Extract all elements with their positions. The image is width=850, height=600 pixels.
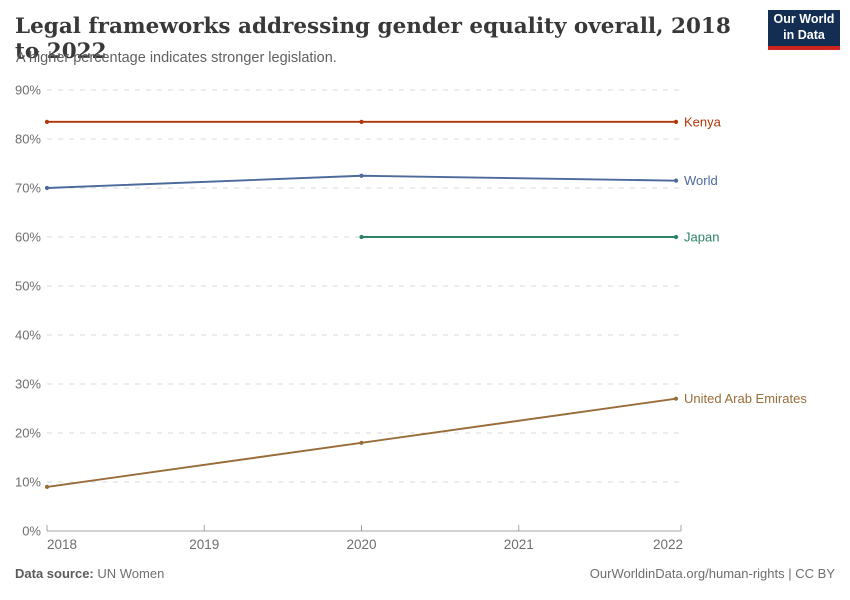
y-axis-tick-label: 20% — [15, 426, 41, 441]
chart-subtitle: A higher percentage indicates stronger l… — [16, 50, 337, 66]
series-label-world[interactable]: World — [684, 173, 718, 188]
series-label-japan[interactable]: Japan — [684, 230, 719, 245]
series-point-japan[interactable] — [359, 234, 364, 240]
y-axis-tick-label: 10% — [15, 475, 41, 490]
series-label-kenya[interactable]: Kenya — [684, 114, 722, 129]
series-point-united-arab-emirates[interactable] — [673, 396, 679, 401]
series-point-world[interactable] — [359, 173, 364, 178]
y-axis-tick-label: 50% — [15, 279, 41, 294]
owid-link[interactable]: OurWorldinData.org/human-rights — [589, 566, 785, 581]
y-axis-tick-label: 0% — [22, 524, 41, 539]
series-point-kenya[interactable] — [44, 119, 50, 124]
x-axis-tick-label: 2019 — [189, 537, 219, 552]
license-label: CC BY — [795, 566, 835, 581]
series-point-japan[interactable] — [673, 234, 679, 240]
y-axis-tick-label: 40% — [15, 328, 41, 343]
owid-logo[interactable]: Our World in Data — [768, 10, 840, 50]
x-axis-tick-label: 2018 — [47, 537, 77, 552]
x-axis-tick-label: 2020 — [346, 537, 376, 552]
chart-footer: Data source: UN Women OurWorldinData.org… — [0, 566, 850, 581]
attribution: OurWorldinData.org/human-rights | CC BY — [590, 566, 835, 581]
data-source-label: Data source: — [15, 566, 94, 581]
y-axis-tick-label: 80% — [15, 132, 41, 147]
series-point-united-arab-emirates[interactable] — [359, 440, 364, 445]
x-axis-tick-label: 2021 — [504, 537, 534, 552]
y-axis-tick-label: 60% — [15, 230, 41, 245]
data-source: Data source: UN Women — [15, 566, 164, 581]
series-point-world[interactable] — [44, 185, 50, 191]
page-title: Legal frameworks addressing gender equal… — [15, 14, 731, 64]
x-axis-tick-label: 2022 — [653, 537, 683, 552]
series-label-united-arab-emirates[interactable]: United Arab Emirates — [684, 391, 807, 406]
separator: | — [788, 566, 792, 581]
data-source-value: UN Women — [97, 566, 165, 581]
series-point-united-arab-emirates[interactable] — [44, 484, 50, 489]
series-point-world[interactable] — [673, 178, 679, 183]
owid-logo-line2: in Data — [783, 28, 825, 42]
series-point-kenya[interactable] — [673, 119, 679, 124]
series-point-kenya[interactable] — [359, 119, 364, 124]
owid-logo-line1: Our World — [773, 12, 835, 27]
y-axis-tick-label: 30% — [15, 377, 41, 392]
y-axis-tick-label: 70% — [15, 181, 41, 196]
y-axis-tick-label: 90% — [15, 83, 41, 98]
